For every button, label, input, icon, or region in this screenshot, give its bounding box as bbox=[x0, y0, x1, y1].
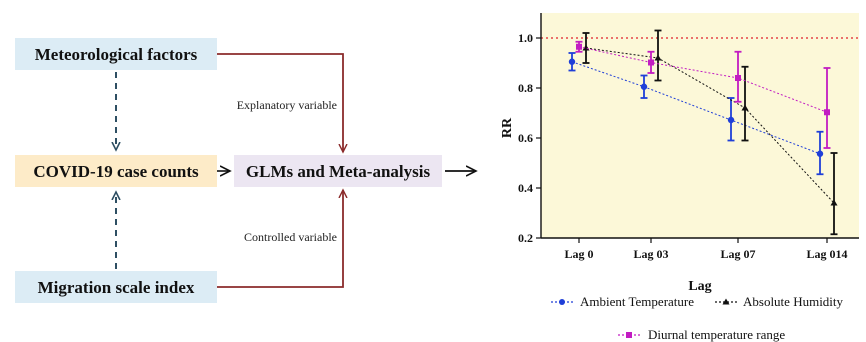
data-point-absolute-humidity bbox=[830, 199, 838, 206]
flow-diagram: Meteorological factors COVID-19 case cou… bbox=[15, 38, 476, 303]
x-axis-title: Lag bbox=[688, 279, 711, 294]
y-tick-label: 1.0 bbox=[518, 31, 533, 45]
data-point-absolute-humidity bbox=[654, 54, 662, 61]
glm-meta-analysis-label: GLMs and Meta-analysis bbox=[246, 162, 431, 181]
explanatory-variable-label: Explanatory variable bbox=[237, 98, 337, 112]
x-tick-label: Lag 014 bbox=[806, 247, 847, 261]
x-tick-label: Lag 07 bbox=[720, 247, 755, 261]
legend-item-diurnal-temperature-range: Diurnal temperature range bbox=[618, 327, 785, 342]
x-tick-label: Lag 0 bbox=[564, 247, 593, 261]
migration-scale-index-box bbox=[15, 271, 217, 303]
meteorological-factors-label: Meteorological factors bbox=[35, 45, 198, 64]
data-point-diurnal-temperature-range bbox=[648, 59, 654, 66]
legend-item-ambient-temperature: Ambient Temperature bbox=[551, 294, 694, 309]
meteorological-factors-box bbox=[15, 38, 217, 70]
y-tick-label: 0.2 bbox=[518, 231, 533, 245]
legend-marker-diurnal-temperature-range bbox=[626, 332, 632, 338]
covid-case-counts-box bbox=[15, 155, 217, 187]
glm-meta-analysis-box bbox=[234, 155, 442, 187]
data-point-ambient-temperature bbox=[568, 58, 576, 65]
data-point-ambient-temperature bbox=[727, 116, 735, 124]
data-point-ambient-temperature bbox=[816, 150, 824, 157]
arrow-migration-to-glm bbox=[217, 190, 343, 288]
legend-marker-absolute-humidity bbox=[722, 298, 730, 305]
series-line-absolute-humidity bbox=[585, 47, 835, 204]
data-point-diurnal-temperature-range bbox=[824, 109, 830, 116]
controlled-variable-label: Controlled variable bbox=[244, 230, 337, 244]
legend-label-absolute-humidity: Absolute Humidity bbox=[743, 294, 844, 309]
data-point-absolute-humidity bbox=[741, 104, 749, 111]
legend-label-ambient-temperature: Ambient Temperature bbox=[580, 294, 694, 309]
y-axis-title: RR bbox=[500, 117, 515, 138]
plot-area bbox=[541, 13, 859, 238]
y-tick-label: 0.6 bbox=[518, 131, 533, 145]
series-line-diurnal-temperature-range bbox=[578, 46, 828, 113]
chart-legend: Ambient Temperature Absolute Humidity Di… bbox=[551, 294, 844, 342]
x-tick-label: Lag 03 bbox=[633, 247, 668, 261]
y-tick-label: 0.8 bbox=[518, 81, 533, 95]
arrow-meteorological-to-glm bbox=[217, 53, 343, 152]
series-line-ambient-temperature bbox=[571, 61, 821, 155]
legend-item-absolute-humidity: Absolute Humidity bbox=[715, 294, 844, 309]
data-point-diurnal-temperature-range bbox=[576, 43, 582, 50]
legend-marker-ambient-temperature bbox=[559, 299, 565, 305]
y-tick-label: 0.4 bbox=[518, 181, 533, 195]
legend-label-diurnal-temperature-range: Diurnal temperature range bbox=[648, 327, 785, 342]
migration-scale-index-label: Migration scale index bbox=[38, 278, 195, 297]
data-point-ambient-temperature bbox=[640, 83, 648, 90]
data-point-diurnal-temperature-range bbox=[735, 75, 741, 81]
covid-case-counts-label: COVID-19 case counts bbox=[33, 162, 199, 181]
